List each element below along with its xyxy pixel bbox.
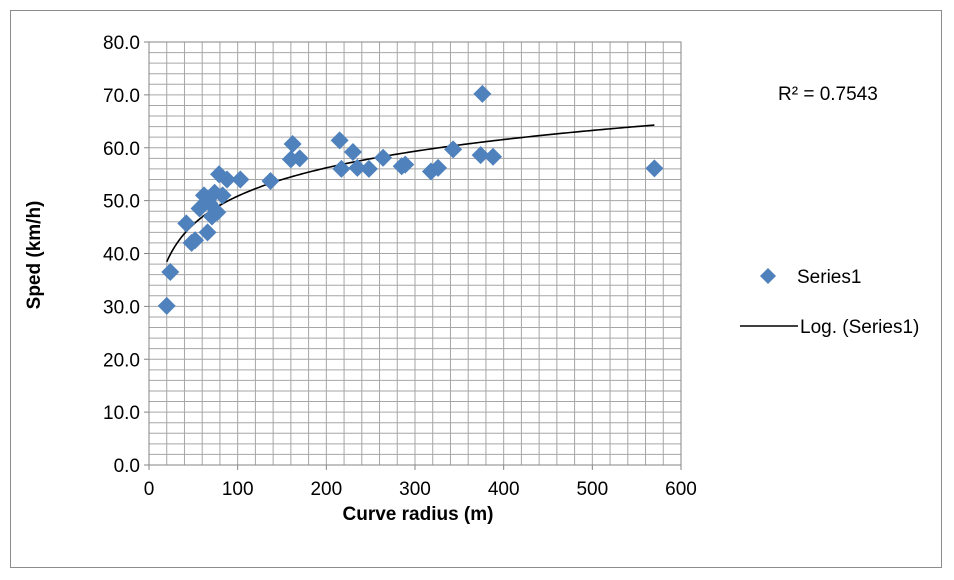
chart-area xyxy=(10,10,942,568)
legend-trendline-label: Log. (Series1) xyxy=(800,317,919,338)
x-axis-title: Curve radius (m) xyxy=(343,504,494,525)
x-tick-label: 100 xyxy=(222,479,254,500)
data-point xyxy=(332,159,351,178)
data-point xyxy=(208,203,227,222)
data-point xyxy=(429,158,448,177)
data-point xyxy=(186,231,205,250)
y-tick-label: 10.0 xyxy=(103,403,140,424)
x-tick-label: 500 xyxy=(576,479,608,500)
y-axis-ticks: 0.0 10.0 20.0 30.0 40.0 50.0 60.0 70.0 80.0 xyxy=(103,33,149,477)
data-point xyxy=(343,142,362,161)
data-point xyxy=(359,159,378,178)
data-point xyxy=(444,140,463,159)
data-points xyxy=(157,84,664,315)
legend-series1-label: Series1 xyxy=(797,267,861,288)
data-point xyxy=(645,159,664,178)
x-axis-ticks: 0 100 200 300 400 500 600 xyxy=(144,465,697,500)
y-tick-label: 60.0 xyxy=(103,139,140,160)
y-tick-label: 40.0 xyxy=(103,245,140,266)
data-point xyxy=(396,155,415,174)
x-tick-label: 200 xyxy=(310,479,342,500)
x-tick-label: 600 xyxy=(665,479,697,500)
data-point xyxy=(290,149,309,168)
y-tick-label: 20.0 xyxy=(103,350,140,371)
data-point xyxy=(213,186,232,205)
y-axis-title: Sped (km/h) xyxy=(24,201,45,310)
data-point xyxy=(374,148,393,167)
legend: Series1 Log. (Series1) xyxy=(740,267,919,338)
data-point xyxy=(157,296,176,315)
data-point xyxy=(471,146,490,165)
data-point xyxy=(330,131,349,150)
x-tick-label: 300 xyxy=(399,479,431,500)
data-point xyxy=(261,172,280,191)
data-point xyxy=(473,84,492,103)
x-tick-label: 400 xyxy=(488,479,520,500)
gridlines xyxy=(148,41,682,466)
x-tick-label: 0 xyxy=(144,479,155,500)
data-point xyxy=(198,223,217,242)
data-point xyxy=(484,147,503,166)
data-point xyxy=(283,135,302,154)
y-tick-label: 30.0 xyxy=(103,297,140,318)
data-point xyxy=(177,214,196,233)
data-point xyxy=(218,170,237,189)
y-tick-label: 80.0 xyxy=(103,33,140,54)
log-trendline xyxy=(166,124,655,263)
legend-diamond-icon xyxy=(760,268,776,284)
r-squared-label: R² = 0.7543 xyxy=(778,84,878,105)
y-tick-label: 0.0 xyxy=(114,456,140,477)
data-point xyxy=(348,158,367,177)
data-point xyxy=(231,170,250,189)
y-tick-label: 70.0 xyxy=(103,86,140,107)
data-point xyxy=(161,263,180,282)
y-tick-label: 50.0 xyxy=(103,192,140,213)
